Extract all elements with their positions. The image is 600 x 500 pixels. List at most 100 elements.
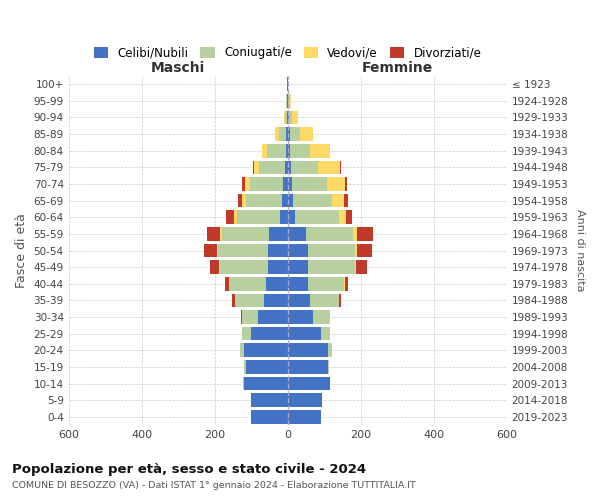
Bar xyxy=(238,194,242,207)
Bar xyxy=(356,260,367,274)
Bar xyxy=(269,227,287,240)
Bar xyxy=(241,310,242,324)
Bar xyxy=(313,310,329,324)
Bar xyxy=(287,194,293,207)
Bar xyxy=(287,277,308,290)
Bar xyxy=(339,210,346,224)
Bar xyxy=(357,244,371,258)
Bar xyxy=(287,177,292,191)
Bar xyxy=(289,94,291,108)
Y-axis label: Fasce di età: Fasce di età xyxy=(15,213,28,288)
Bar xyxy=(275,128,279,141)
Bar xyxy=(226,210,233,224)
Bar xyxy=(290,128,301,141)
Bar xyxy=(244,344,287,357)
Bar xyxy=(286,94,287,108)
Bar xyxy=(292,177,327,191)
Bar xyxy=(250,177,283,191)
Text: Femmine: Femmine xyxy=(362,61,433,75)
Bar xyxy=(242,310,259,324)
Bar xyxy=(220,227,222,240)
Bar xyxy=(246,194,282,207)
Bar xyxy=(222,227,269,240)
Legend: Celibi/Nubili, Coniugati/e, Vedovi/e, Divorziati/e: Celibi/Nubili, Coniugati/e, Vedovi/e, Di… xyxy=(89,42,486,64)
Bar xyxy=(244,376,287,390)
Text: Popolazione per età, sesso e stato civile - 2024: Popolazione per età, sesso e stato civil… xyxy=(12,462,366,475)
Bar xyxy=(287,110,289,124)
Bar xyxy=(293,194,331,207)
Bar xyxy=(327,177,345,191)
Bar xyxy=(244,360,246,374)
Text: COMUNE DI BESOZZO (VA) - Dati ISTAT 1° gennaio 2024 - Elaborazione TUTTITALIA.IT: COMUNE DI BESOZZO (VA) - Dati ISTAT 1° g… xyxy=(12,481,416,490)
Bar xyxy=(232,294,235,307)
Bar xyxy=(285,160,287,174)
Bar xyxy=(287,310,313,324)
Bar xyxy=(266,277,287,290)
Bar xyxy=(287,360,328,374)
Bar xyxy=(287,227,306,240)
Bar xyxy=(264,294,287,307)
Bar xyxy=(289,110,292,124)
Bar xyxy=(240,344,244,357)
Bar xyxy=(339,294,341,307)
Bar xyxy=(205,244,217,258)
Bar xyxy=(292,110,298,124)
Bar xyxy=(340,160,341,174)
Y-axis label: Anni di nascita: Anni di nascita xyxy=(575,210,585,292)
Bar xyxy=(268,260,287,274)
Bar xyxy=(329,376,331,390)
Bar xyxy=(229,277,266,290)
Bar xyxy=(286,128,287,141)
Bar xyxy=(310,294,339,307)
Bar xyxy=(242,194,246,207)
Bar xyxy=(287,94,289,108)
Bar xyxy=(283,177,287,191)
Bar xyxy=(259,160,285,174)
Bar xyxy=(331,194,344,207)
Bar xyxy=(245,177,250,191)
Bar xyxy=(259,310,287,324)
Bar xyxy=(344,194,348,207)
Bar xyxy=(253,160,254,174)
Bar xyxy=(295,210,339,224)
Bar xyxy=(243,376,244,390)
Bar xyxy=(353,227,357,240)
Bar xyxy=(220,260,268,274)
Bar xyxy=(282,194,287,207)
Bar xyxy=(287,128,290,141)
Bar xyxy=(287,327,320,340)
Bar xyxy=(287,244,308,258)
Bar xyxy=(262,144,267,158)
Bar xyxy=(287,294,310,307)
Bar xyxy=(246,360,287,374)
Text: Maschi: Maschi xyxy=(151,61,205,75)
Bar xyxy=(346,210,352,224)
Bar xyxy=(287,260,308,274)
Bar xyxy=(254,160,259,174)
Bar xyxy=(280,210,287,224)
Bar xyxy=(308,277,344,290)
Bar xyxy=(233,210,236,224)
Bar xyxy=(308,260,355,274)
Bar xyxy=(287,160,290,174)
Bar xyxy=(318,160,340,174)
Bar xyxy=(328,360,329,374)
Bar xyxy=(287,144,290,158)
Bar xyxy=(236,210,280,224)
Bar xyxy=(329,310,331,324)
Bar xyxy=(308,244,355,258)
Bar xyxy=(251,410,287,424)
Bar xyxy=(344,277,348,290)
Bar xyxy=(217,244,218,258)
Bar xyxy=(310,144,330,158)
Bar xyxy=(287,376,329,390)
Bar xyxy=(284,110,285,124)
Bar xyxy=(211,260,220,274)
Bar xyxy=(287,410,320,424)
Bar xyxy=(320,327,329,340)
Bar xyxy=(251,327,287,340)
Bar xyxy=(218,244,268,258)
Bar xyxy=(287,344,328,357)
Bar xyxy=(355,260,356,274)
Bar xyxy=(287,394,322,407)
